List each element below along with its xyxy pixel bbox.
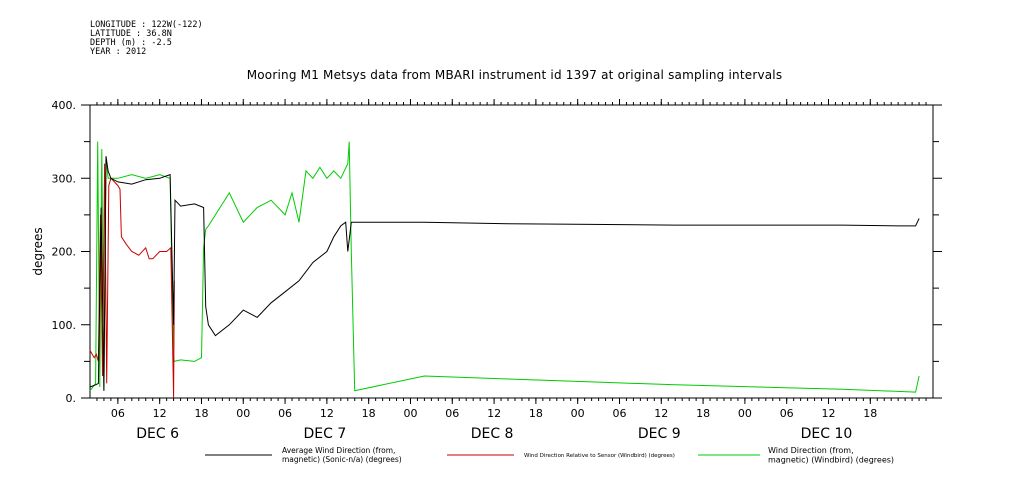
- depth-label: DEPTH (m) : -2.5: [90, 38, 172, 48]
- x-day-label: DEC 8: [471, 426, 514, 442]
- x-tick-label: 00: [571, 407, 585, 420]
- x-tick-label: 18: [529, 407, 543, 420]
- x-tick-label: 12: [487, 407, 501, 420]
- longitude-label: LONGITUDE : 122W(-122): [90, 20, 203, 30]
- x-day-label: DEC 9: [638, 426, 681, 442]
- y-tick-label: 200.: [52, 246, 77, 259]
- x-tick-label: 00: [738, 407, 752, 420]
- x-tick-label: 12: [153, 407, 167, 420]
- legend-label-line: magnetic) (Sonic-n/a) (degrees): [282, 455, 402, 464]
- y-tick-label: 400.: [52, 99, 77, 112]
- y-tick-label: 100.: [52, 319, 77, 332]
- y-tick-label: 300.: [52, 172, 77, 185]
- series-line-1: [89, 156, 920, 391]
- legend-label-line: Wind Direction Relative to Sensor (Windb…: [524, 453, 675, 459]
- legend-label-line: Wind Direction (from,: [768, 446, 854, 455]
- x-tick-label: 18: [696, 407, 710, 420]
- x-tick-label: 06: [612, 407, 626, 420]
- legend-label-line: Average Wind Direction (from,: [282, 446, 395, 455]
- x-tick-label: 12: [821, 407, 835, 420]
- x-tick-label: 06: [111, 407, 125, 420]
- x-tick-label: 18: [194, 407, 208, 420]
- x-tick-label: 06: [780, 407, 794, 420]
- y-axis-label: degrees: [31, 227, 45, 275]
- chart-title: Mooring M1 Metsys data from MBARI instru…: [246, 68, 783, 82]
- x-day-label: DEC 10: [801, 426, 853, 442]
- x-tick-label: 12: [320, 407, 334, 420]
- x-tick-label: 12: [654, 407, 668, 420]
- legend-label-1: Average Wind Direction (from, magnetic) (…: [282, 446, 402, 464]
- x-day-label: DEC 7: [303, 426, 346, 442]
- x-tick-label: 00: [403, 407, 417, 420]
- legend-label-2: Wind Direction Relative to Sensor (Windb…: [524, 453, 675, 459]
- metadata-header: LONGITUDE : 122W(-122) LATITUDE : 36.8N …: [90, 21, 203, 57]
- x-tick-label: 06: [278, 407, 292, 420]
- x-tick-label: 00: [236, 407, 250, 420]
- latitude-label: LATITUDE : 36.8N: [90, 29, 172, 39]
- x-tick-label: 18: [362, 407, 376, 420]
- x-tick-label: 06: [445, 407, 459, 420]
- legend-label-3: Wind Direction (from, magnetic) (Windbird…: [768, 446, 894, 465]
- x-day-label: DEC 6: [136, 426, 179, 442]
- x-tick-label: 18: [863, 407, 877, 420]
- series-line-3: [89, 141, 920, 393]
- year-label: YEAR : 2012: [90, 47, 147, 57]
- legend-label-line: magnetic) (Windbird) (degrees): [768, 456, 894, 465]
- plot-frame: [89, 104, 934, 399]
- y-tick-label: 0.: [66, 392, 77, 405]
